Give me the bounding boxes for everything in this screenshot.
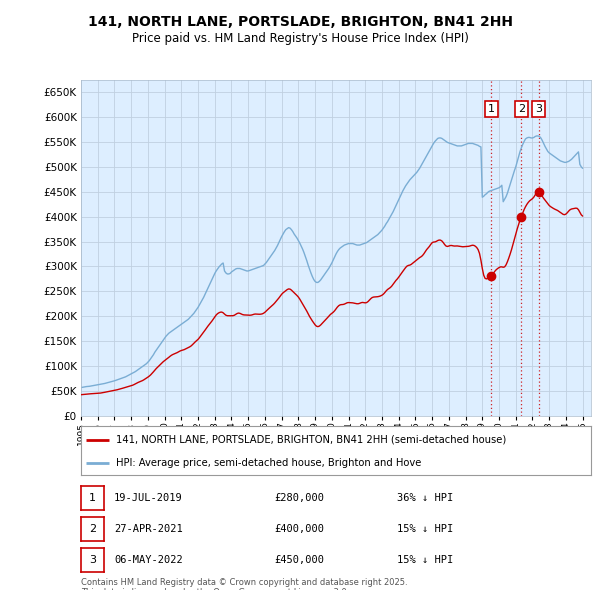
Text: £450,000: £450,000 (275, 555, 325, 565)
Text: Price paid vs. HM Land Registry's House Price Index (HPI): Price paid vs. HM Land Registry's House … (131, 32, 469, 45)
Text: 3: 3 (535, 104, 542, 114)
Text: 2: 2 (89, 524, 96, 534)
Text: Contains HM Land Registry data © Crown copyright and database right 2025.
This d: Contains HM Land Registry data © Crown c… (81, 578, 407, 590)
Text: 3: 3 (89, 555, 96, 565)
Text: HPI: Average price, semi-detached house, Brighton and Hove: HPI: Average price, semi-detached house,… (116, 458, 421, 468)
Text: 141, NORTH LANE, PORTSLADE, BRIGHTON, BN41 2HH (semi-detached house): 141, NORTH LANE, PORTSLADE, BRIGHTON, BN… (116, 435, 506, 445)
Text: 2: 2 (518, 104, 525, 114)
Text: £280,000: £280,000 (275, 493, 325, 503)
Text: 06-MAY-2022: 06-MAY-2022 (114, 555, 183, 565)
Text: 141, NORTH LANE, PORTSLADE, BRIGHTON, BN41 2HH: 141, NORTH LANE, PORTSLADE, BRIGHTON, BN… (88, 15, 512, 29)
Text: 15% ↓ HPI: 15% ↓ HPI (397, 524, 454, 534)
Text: 19-JUL-2019: 19-JUL-2019 (114, 493, 183, 503)
Text: 36% ↓ HPI: 36% ↓ HPI (397, 493, 454, 503)
Text: £400,000: £400,000 (275, 524, 325, 534)
Text: 1: 1 (488, 104, 495, 114)
Text: 27-APR-2021: 27-APR-2021 (114, 524, 183, 534)
Text: 15% ↓ HPI: 15% ↓ HPI (397, 555, 454, 565)
Text: 1: 1 (89, 493, 96, 503)
